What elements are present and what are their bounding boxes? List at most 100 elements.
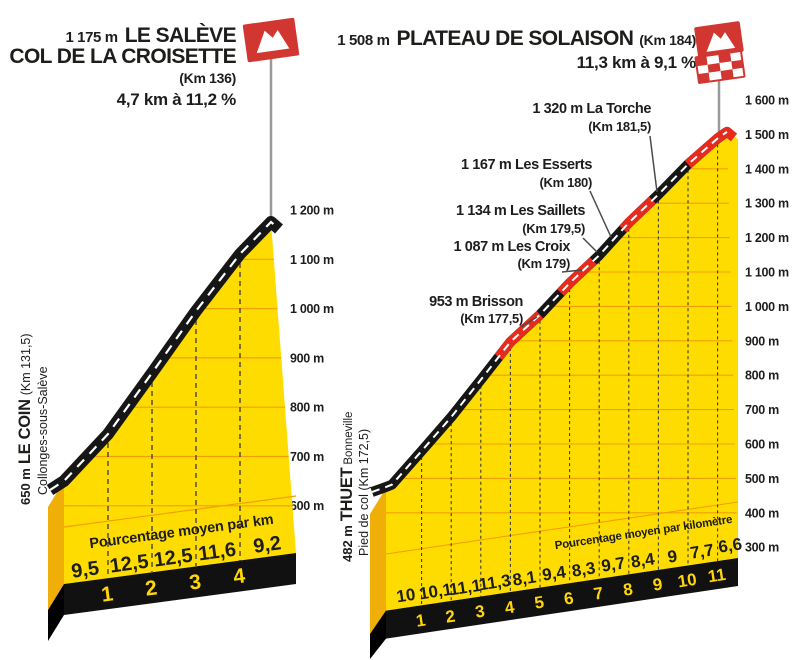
axis-tick-label: 600 m	[290, 499, 324, 513]
km-number: 2	[144, 576, 159, 600]
left-road-centerline	[49, 220, 280, 491]
right-chart-title: 1 508 m PLATEAU DE SOLAISON (Km 184)	[337, 27, 696, 50]
axis-tick-label: 900 m	[745, 334, 779, 348]
left-summit-name-line1: LE SALÈVE	[125, 24, 237, 47]
km-number: 6	[563, 588, 575, 608]
left-elevation-gridlines	[63, 258, 297, 528]
waypoint-label: 1 167 m Les Esserts	[461, 157, 592, 173]
left-mountain-body	[64, 222, 296, 584]
axis-tick-label: 1 300 m	[745, 197, 789, 211]
right-start-label: 482 m THUET Bonneville Pied de col (Km 172…	[338, 412, 371, 562]
km-number: 3	[188, 570, 203, 594]
gradient-value: 11,1	[448, 576, 483, 600]
right-gradient-values: 10 10,1 11,1 11,3 8,1 9,4 8,3 9,7 8,4 9 …	[395, 534, 743, 606]
right-summit-km: (Km 184)	[639, 32, 696, 48]
left-summit-altitude: 1 175 m	[65, 29, 117, 46]
km-number: 10	[676, 570, 698, 592]
axis-tick-label: 700 m	[290, 450, 324, 464]
mountain-flag-icon	[694, 21, 744, 58]
gradient-value: 11,3	[477, 571, 512, 595]
waypoint-pointer-lines	[520, 135, 658, 328]
axis-tick-label: 1 000 m	[745, 300, 789, 314]
right-mountain-body	[386, 131, 738, 611]
left-chart-title: 1 175 m LE SALÈVE	[65, 24, 236, 47]
right-elevation-gridlines	[385, 168, 739, 555]
axis-tick-label: 1 200 m	[745, 231, 789, 245]
right-summit-name: PLATEAU DE SOLAISON	[397, 27, 634, 50]
left-profile-chart: 1 175 m LE SALÈVE COL DE LA CROISETTE (Km…	[9, 17, 334, 641]
km-number: 4	[504, 597, 517, 617]
left-base-band-side	[48, 584, 64, 641]
waypoint-km: (Km 179,5)	[522, 221, 585, 236]
left-summit-km: (Km 136)	[179, 70, 236, 86]
left-gradient-values: 9,5 12,5 12,5 11,6 9,2	[70, 532, 282, 582]
axis-tick-label: 800 m	[745, 369, 779, 383]
gradient-value: 7,7	[689, 540, 715, 562]
gradient-value: 8,3	[570, 558, 596, 580]
km-number: 5	[533, 592, 545, 612]
left-start-name: LE COIN	[16, 399, 34, 464]
left-start-label: 650 m LE COIN (Km 131,5) Collonges-sous-Sa…	[16, 333, 50, 505]
left-start-altitude: 650 m	[18, 468, 33, 505]
gradient-value: 8,1	[511, 567, 537, 589]
gradient-value: 12,5	[152, 545, 194, 572]
right-start-altitude: 482 m	[340, 525, 355, 562]
right-start-town: Bonneville	[343, 412, 355, 465]
waypoint-label: 953 m Brisson	[429, 294, 523, 310]
left-km-gridlines	[107, 254, 241, 578]
waypoint-label: 1 320 m La Torche	[532, 101, 651, 117]
km-number: 7	[592, 583, 604, 603]
right-km-numbers: 1 2 3 4 5 6 7 8 9 10 11	[415, 565, 727, 631]
km-number: 11	[706, 565, 727, 586]
gradient-value: 9,5	[70, 557, 100, 582]
axis-tick-label: 1 100 m	[745, 266, 789, 280]
gradient-value: 10,1	[418, 580, 454, 604]
gradient-value: 12,5	[108, 551, 150, 578]
left-start-km: (Km 131,5)	[19, 333, 33, 395]
gradient-value: 8,4	[630, 549, 657, 571]
gradient-value: 9,2	[252, 532, 282, 557]
right-climb-stats: 11,3 km à 9,1 %	[577, 53, 696, 72]
axis-tick-label: 900 m	[290, 351, 324, 365]
waypoint-label: 1 134 m Les Saillets	[456, 203, 585, 219]
km-number: 1	[415, 610, 427, 630]
left-km-numbers: 1 2 3 4	[100, 564, 247, 606]
waypoint-km: (Km 180)	[539, 175, 592, 190]
left-summit-name-line2: COL DE LA CROISETTE	[9, 45, 236, 68]
right-base-band-side	[370, 610, 386, 659]
right-summit-altitude: 1 508 m	[337, 32, 389, 49]
axis-tick-label: 600 m	[745, 438, 779, 452]
gradient-value: 9,4	[541, 562, 568, 584]
km-number: 3	[474, 601, 486, 621]
right-start-name: THUET	[338, 467, 356, 521]
km-number: 4	[232, 564, 247, 588]
checkered-flag-icon	[694, 50, 746, 84]
gradient-value: 10	[395, 585, 417, 607]
waypoint-km: (Km 181,5)	[588, 119, 651, 134]
km-number: 1	[100, 582, 115, 606]
axis-tick-label: 1 600 m	[745, 94, 789, 108]
left-mountain-side-face	[48, 481, 64, 610]
axis-tick-label: 400 m	[745, 506, 779, 520]
right-start-foot-of-climb: Pied de col (Km 172,5)	[357, 429, 371, 556]
axis-tick-label: 500 m	[745, 472, 779, 486]
axis-tick-label: 800 m	[290, 401, 324, 415]
gradient-value: 11,6	[197, 539, 237, 566]
right-base-band	[386, 558, 738, 639]
gradient-value: 9	[666, 546, 678, 566]
km-number: 9	[652, 574, 664, 594]
axis-tick-label: 700 m	[745, 403, 779, 417]
km-number: 2	[444, 606, 456, 626]
mountain-flag-icon	[242, 17, 300, 63]
axis-tick-label: 300 m	[745, 541, 779, 555]
axis-tick-label: 1 200 m	[290, 204, 334, 218]
right-start-line1: 482 m THUET Bonneville	[338, 412, 356, 562]
right-km-gridlines	[421, 138, 719, 606]
waypoint-km: (Km 179)	[517, 256, 570, 271]
right-profile-chart: 1 508 m PLATEAU DE SOLAISON (Km 184) 11,3 …	[337, 21, 789, 659]
gradient-value: 9,7	[600, 553, 626, 575]
axis-tick-label: 1 000 m	[290, 302, 334, 316]
right-waypoints: 1 320 m La Torche (Km 181,5) 1 167 m Les…	[429, 101, 652, 326]
